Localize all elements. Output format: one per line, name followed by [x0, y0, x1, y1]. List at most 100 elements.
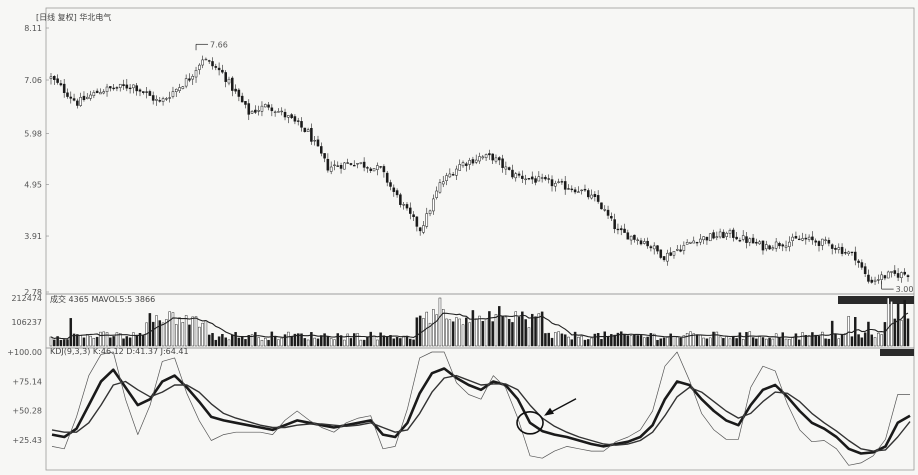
candle-body [471, 159, 475, 164]
volume-bar [303, 338, 307, 347]
volume-bar [231, 334, 234, 347]
oscillator-tick-label: +100.00 [7, 348, 42, 357]
volume-bar [333, 339, 336, 347]
candle-body [207, 60, 211, 62]
candle-body [132, 84, 135, 89]
volume-bar [679, 337, 682, 347]
volume-bar [801, 332, 804, 347]
volume-bar [320, 335, 323, 347]
candle-body [336, 165, 340, 167]
candle-body [764, 244, 768, 250]
candle-body [395, 190, 399, 196]
candle-body [76, 100, 79, 106]
candle-body [244, 101, 247, 105]
volume-bar [56, 336, 59, 347]
candle-body [352, 165, 356, 167]
candle-body [537, 176, 541, 182]
candle-body [498, 157, 501, 161]
volume-bar [366, 336, 369, 347]
candle-body [270, 107, 274, 112]
volume-bar [567, 336, 570, 347]
candle-body [362, 161, 366, 168]
candle-body [847, 251, 850, 254]
volume-bar [544, 333, 547, 347]
volume-bar [389, 335, 392, 347]
volume-bar [514, 311, 518, 347]
candle-body [577, 191, 580, 193]
candle-body [692, 240, 696, 244]
volume-bar [451, 321, 455, 347]
candle-body [587, 190, 590, 198]
volume-bar [204, 320, 208, 347]
candle-body [702, 236, 705, 241]
candle-body [745, 236, 748, 243]
volume-bar [188, 324, 191, 347]
volume-bar [530, 313, 534, 347]
volume-bar [738, 332, 742, 347]
candle-body [313, 140, 316, 142]
candle-body [474, 159, 478, 163]
candle-body [791, 236, 794, 241]
candle-body [580, 189, 583, 192]
candle-body [662, 256, 666, 261]
candle-body [273, 111, 277, 113]
volume-bar [178, 317, 181, 347]
volume-bar [155, 315, 158, 347]
candle-body [682, 245, 686, 251]
volume-bar [883, 322, 887, 347]
volume-bar [474, 318, 478, 347]
volume-bar [639, 335, 643, 347]
candle-body [867, 274, 870, 282]
candle-body [494, 157, 498, 162]
candle-body [715, 236, 719, 238]
candle-body [310, 128, 313, 142]
volume-bar [534, 316, 537, 347]
volume-bar [343, 339, 346, 347]
candle-body [234, 88, 237, 92]
candle-body [824, 239, 827, 241]
candle-body [102, 91, 106, 94]
volume-bar [893, 318, 897, 347]
candle-body [488, 153, 491, 156]
volume-bar [316, 338, 320, 347]
volume-bar [886, 297, 890, 347]
volume-bar [610, 334, 613, 347]
volume-bar [692, 333, 695, 347]
volume-bar [669, 333, 672, 347]
volume-bar [89, 335, 92, 347]
volume-bar [705, 338, 709, 347]
volume-bar [181, 322, 185, 347]
volume-bar [527, 327, 531, 347]
volume-bar [445, 318, 448, 347]
candle-body [705, 236, 709, 241]
volume-bar [260, 339, 264, 347]
candle-body [613, 219, 616, 230]
candle-body [544, 176, 547, 180]
volume-bar [247, 335, 251, 347]
volume-bar [76, 334, 79, 347]
volume-bar [504, 316, 508, 347]
candle-body [570, 188, 574, 191]
candle-body [794, 236, 798, 239]
volume-bar [267, 339, 270, 347]
candle-body [257, 110, 260, 112]
candle-body [722, 231, 725, 239]
candle-body [610, 216, 613, 219]
candle-body [82, 95, 86, 101]
volume-bar [554, 332, 557, 347]
volume-bar [481, 321, 485, 347]
candle-body [323, 153, 326, 159]
volume-bar [745, 332, 748, 347]
volume-bar [66, 339, 69, 347]
volume-bar [666, 337, 669, 347]
candle-body [118, 83, 122, 88]
price-tick-label: 8.11 [24, 24, 42, 33]
volume-bar [784, 338, 788, 347]
candle-body [890, 271, 893, 273]
volume-bar [273, 336, 277, 347]
candle-body [300, 121, 303, 128]
candle-body [356, 163, 359, 165]
volume-bar [86, 334, 89, 347]
candle-body [616, 228, 620, 231]
volume-bar [587, 339, 590, 347]
